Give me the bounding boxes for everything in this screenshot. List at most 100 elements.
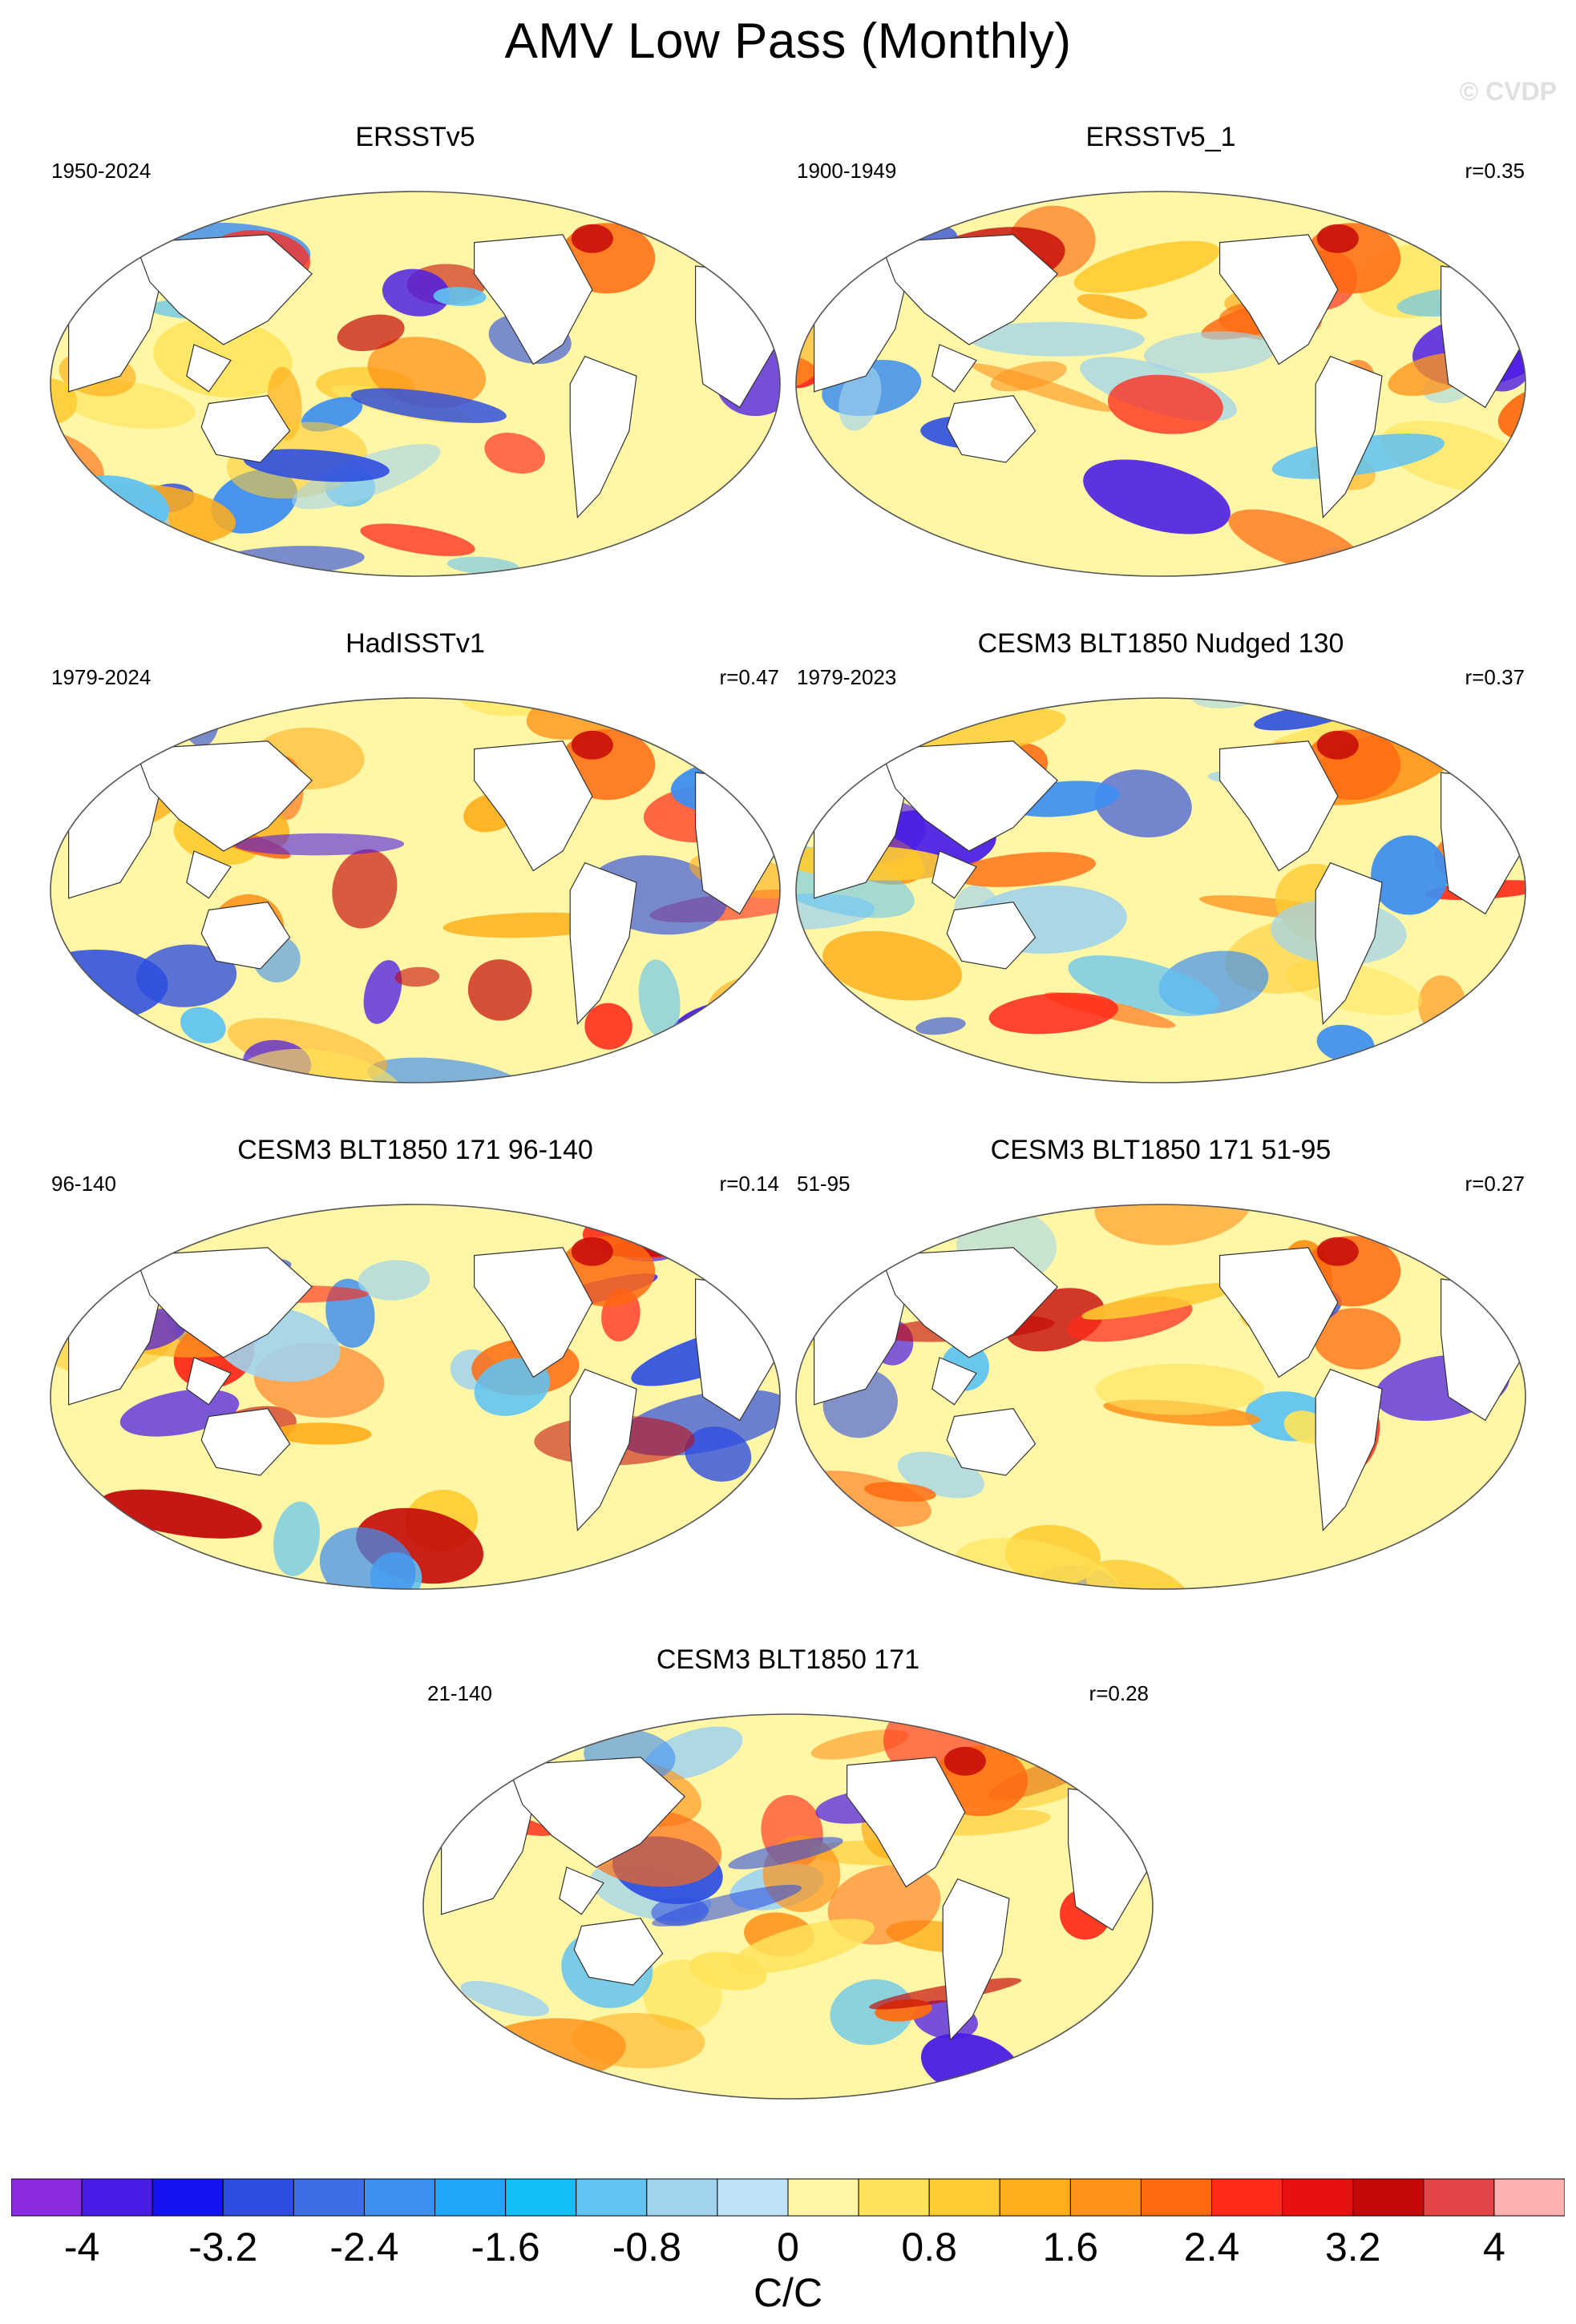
anomaly-patch bbox=[915, 1017, 966, 1035]
land-mass bbox=[559, 1866, 604, 1915]
sst-anomaly-map bbox=[422, 1713, 1154, 2100]
anomaly-patch bbox=[332, 849, 398, 929]
colorbar-box bbox=[293, 2178, 365, 2217]
sst-anomaly-map bbox=[50, 697, 781, 1083]
map-panel-cesm3-96-140: CESM3 BLT1850 171 96-140 96-140 r=0.14 bbox=[46, 1132, 784, 1604]
anomaly-patch bbox=[423, 2056, 511, 2099]
anomaly-patch bbox=[741, 1204, 780, 1209]
anomaly-patch bbox=[1510, 1007, 1525, 1063]
anomaly-patch bbox=[990, 361, 1067, 392]
land-mass bbox=[134, 740, 313, 852]
anomaly-patch bbox=[558, 1067, 705, 1083]
anomaly-patch bbox=[931, 1204, 975, 1230]
panel-correlation: r=0.28 bbox=[1089, 1681, 1149, 1705]
anomaly-patch bbox=[1085, 1559, 1192, 1589]
anomaly-patch bbox=[620, 1586, 717, 1593]
anomaly-patch bbox=[1089, 2015, 1146, 2040]
anomaly-patch bbox=[243, 449, 390, 482]
anomaly-patch bbox=[988, 992, 1118, 1035]
anomaly-patch bbox=[529, 579, 689, 580]
colorbar-box bbox=[152, 2178, 224, 2217]
land-mass bbox=[186, 850, 232, 899]
land-mass bbox=[134, 1247, 313, 1358]
ocean-field bbox=[46, 192, 780, 580]
map-boundary bbox=[795, 697, 1526, 1083]
panel-correlation: r=0.35 bbox=[1465, 159, 1525, 183]
anomaly-patch bbox=[273, 1422, 372, 1445]
anomaly-patch bbox=[1371, 835, 1449, 915]
land-mass bbox=[200, 902, 291, 970]
colorbar-box bbox=[928, 2178, 1000, 2217]
colorbar-box bbox=[81, 2178, 153, 2217]
anomaly-patch bbox=[46, 423, 55, 507]
anomaly-patch bbox=[796, 924, 798, 948]
cvdp-watermark: © CVDP bbox=[1459, 77, 1557, 106]
colorbar-tick-label: 0.8 bbox=[901, 2225, 957, 2270]
colorbar bbox=[11, 2178, 1565, 2217]
anomaly-patch bbox=[915, 1583, 1036, 1593]
anomaly-patch bbox=[1150, 1200, 1303, 1203]
panel-correlation: r=0.47 bbox=[719, 665, 779, 689]
land-mass bbox=[573, 1918, 664, 1986]
anomaly-patch bbox=[638, 959, 681, 1039]
land-mass bbox=[569, 861, 637, 1025]
north-atlantic-max bbox=[571, 730, 613, 760]
land-mass bbox=[1219, 740, 1339, 872]
anomaly-patch bbox=[1313, 1308, 1401, 1370]
land-mass bbox=[569, 355, 637, 518]
arctic-cap bbox=[423, 1714, 1153, 1728]
colorbar-box bbox=[717, 2178, 789, 2217]
land-mass bbox=[946, 1408, 1037, 1476]
anomaly-patch bbox=[1068, 955, 1220, 1017]
anomaly-patch bbox=[1144, 331, 1275, 373]
land-mass bbox=[1315, 861, 1383, 1025]
anomaly-patch bbox=[433, 287, 487, 306]
ocean-field bbox=[796, 192, 1525, 576]
land-mass bbox=[474, 234, 593, 365]
panel-period: 96-140 bbox=[51, 1172, 116, 1196]
anomaly-patch bbox=[1179, 1592, 1263, 1593]
panel-correlation: r=0.14 bbox=[719, 1172, 779, 1196]
panel-period: 1950-2024 bbox=[51, 159, 152, 183]
anomaly-patch bbox=[608, 1204, 724, 1206]
panel-title: ERSSTv5 bbox=[355, 122, 475, 152]
anomaly-patch bbox=[998, 1714, 1141, 1727]
map-panel-cesm3-21-140: CESM3 BLT1850 171 21-140 r=0.28 bbox=[419, 1641, 1157, 2114]
land-mass bbox=[942, 1878, 1010, 2041]
panel-period: 1979-2024 bbox=[51, 665, 152, 689]
land-mass bbox=[946, 395, 1037, 463]
anomaly-patch bbox=[447, 556, 519, 575]
land-mass bbox=[200, 1408, 291, 1476]
anomaly-patch bbox=[914, 1079, 1031, 1083]
anomaly-patch bbox=[363, 960, 402, 1024]
panel-title: ERSSTv5_1 bbox=[1085, 122, 1236, 152]
land-mass bbox=[474, 740, 593, 872]
map-panel-ersstv5-1: ERSSTv5_1 1900-1949 r=0.35 bbox=[792, 119, 1530, 591]
map-boundary bbox=[795, 191, 1526, 577]
anomaly-patch bbox=[1458, 1204, 1525, 1244]
map-panel-cesm3-51-95: CESM3 BLT1850 171 51-95 51-95 r=0.27 bbox=[792, 1132, 1530, 1604]
sst-anomaly-map bbox=[50, 1204, 781, 1593]
anomaly-patch bbox=[233, 833, 405, 856]
colorbar-tick-label: 0 bbox=[777, 2225, 799, 2270]
arctic-cap bbox=[51, 1204, 780, 1218]
anomaly-patch bbox=[955, 1538, 1119, 1589]
map-boundary bbox=[422, 1713, 1154, 2100]
colorbar-box bbox=[11, 2178, 83, 2217]
colorbar-box bbox=[1423, 2178, 1495, 2217]
land-mass bbox=[1315, 1368, 1383, 1531]
north-atlantic-max bbox=[571, 1237, 613, 1266]
anomaly-patch bbox=[952, 852, 1096, 887]
land-mass bbox=[879, 740, 1059, 852]
colorbar-box bbox=[1140, 2178, 1213, 2217]
anomaly-patch bbox=[1094, 769, 1192, 837]
map-boundary bbox=[50, 191, 781, 577]
anomaly-patch bbox=[1073, 240, 1220, 293]
arctic-cap bbox=[796, 698, 1525, 712]
land-mass bbox=[1219, 234, 1339, 365]
colorbar-box bbox=[434, 2178, 507, 2217]
anomaly-patch bbox=[651, 1897, 709, 1927]
land-mass bbox=[186, 344, 232, 393]
land-mass bbox=[200, 395, 291, 463]
colorbar-box bbox=[999, 2178, 1071, 2217]
